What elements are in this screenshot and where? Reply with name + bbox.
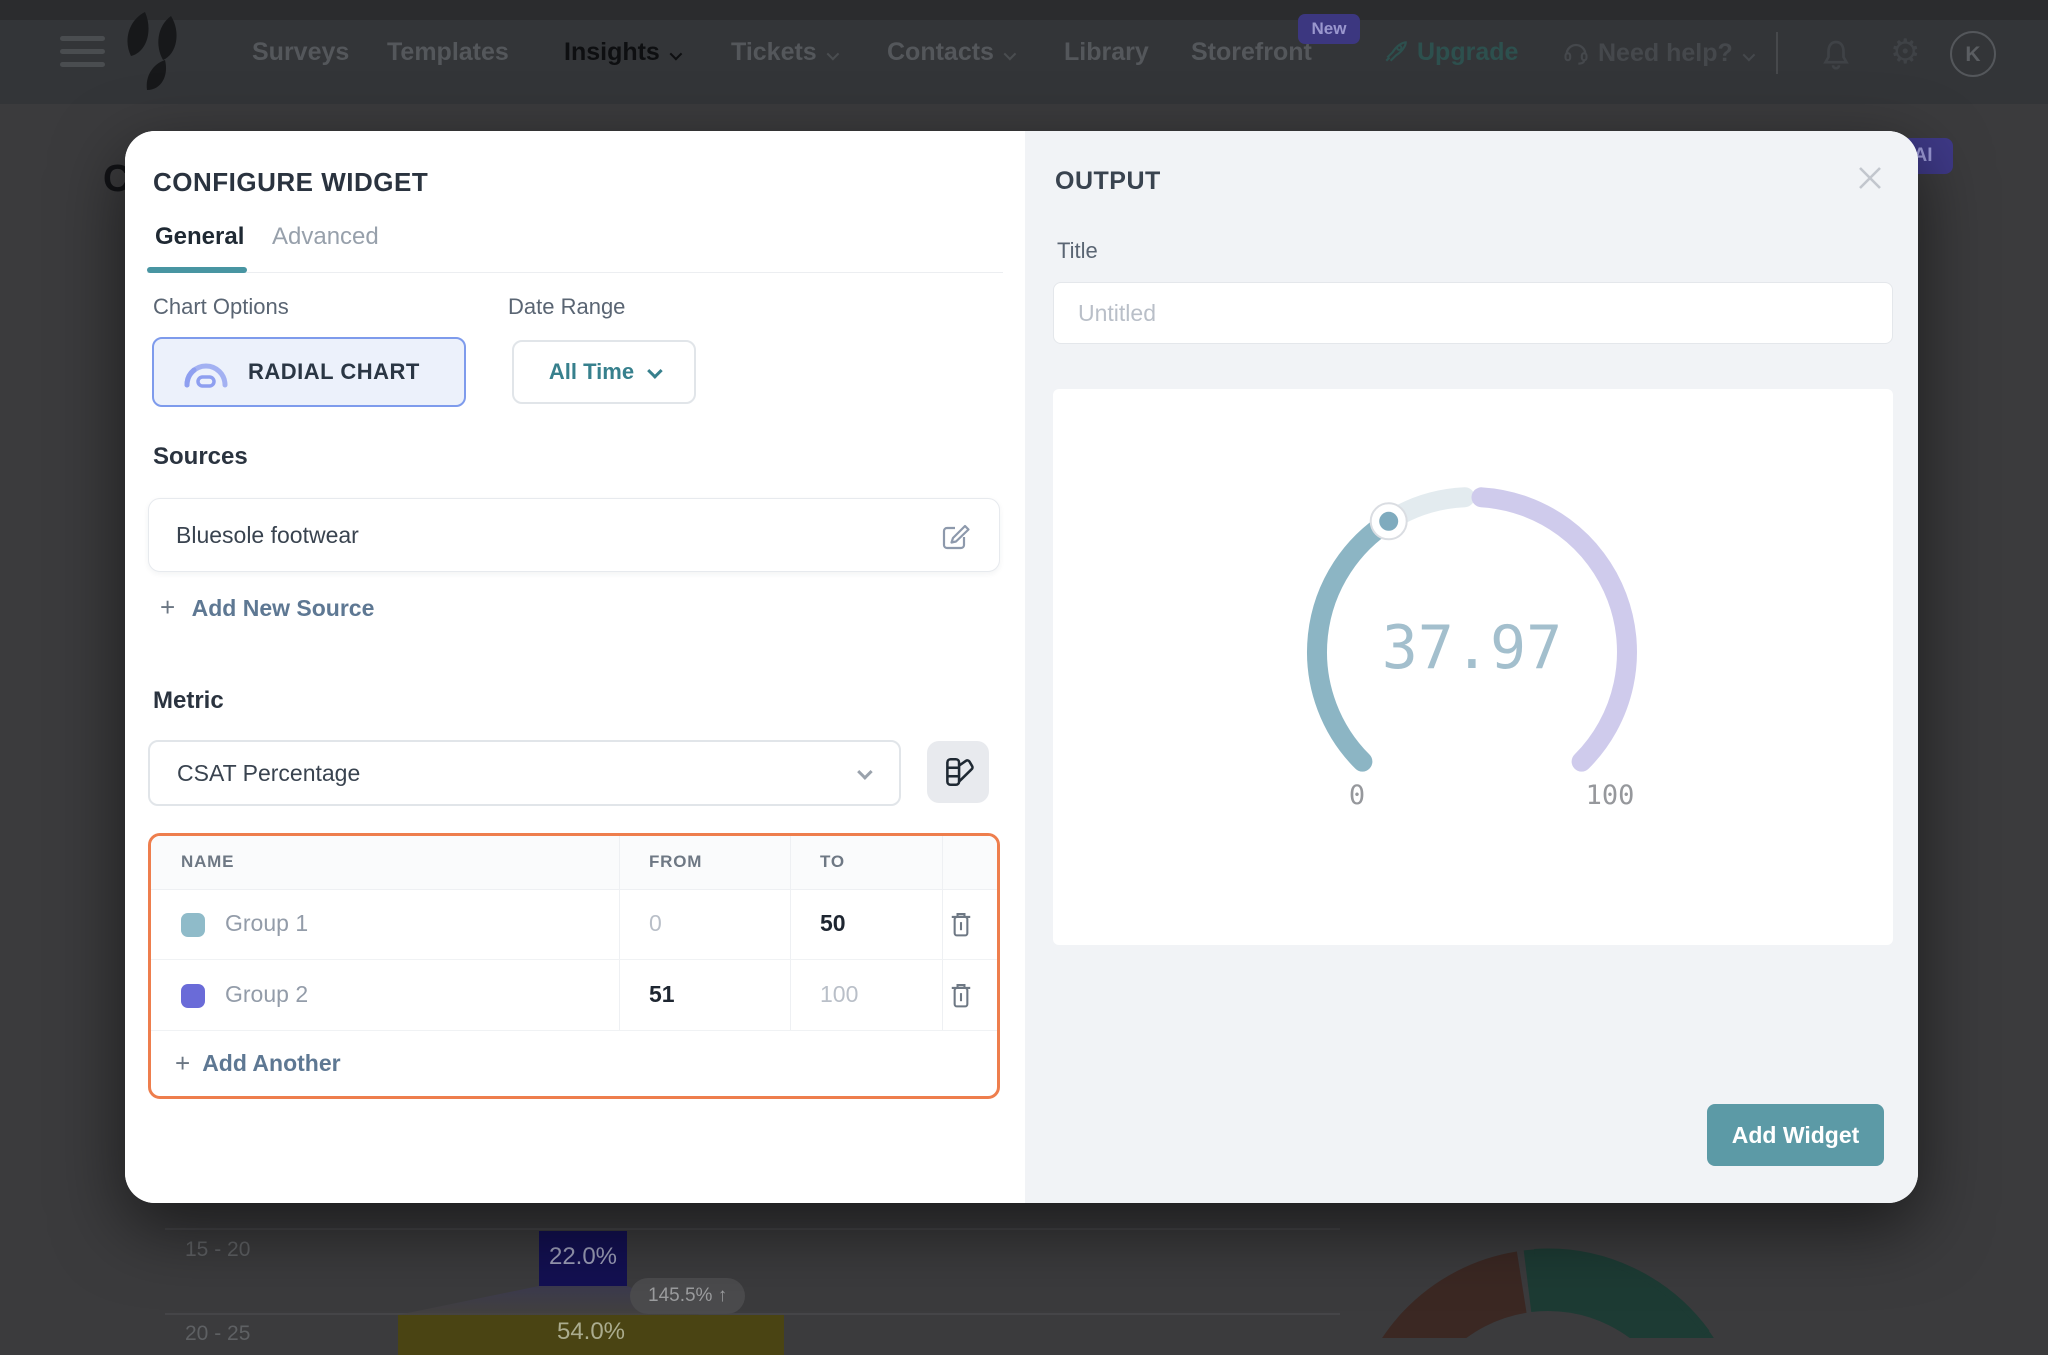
output-panel: OUTPUT Title [1025, 131, 1918, 1203]
column-divider [942, 836, 943, 1031]
top-navbar [0, 20, 2048, 104]
funnel-bar-value: 54.0% [398, 1315, 784, 1355]
plus-icon: + [175, 1048, 191, 1078]
source-card[interactable]: Bluesole footwear [148, 498, 1000, 572]
title-field-label: Title [1057, 238, 1098, 263]
table-row: Group 2 51 100 [151, 961, 997, 1031]
column-header-to: TO [820, 852, 845, 871]
add-new-source-label: Add New Source [191, 595, 375, 621]
column-header-name: NAME [181, 852, 235, 871]
chart-gridline [165, 1313, 1340, 1315]
window-top-strip [0, 0, 2048, 20]
table-row: Group 1 0 50 [151, 890, 997, 960]
nav-divider [1776, 32, 1778, 74]
delta-badge: 145.5% ↑ [630, 1278, 746, 1314]
radial-chart-type-button[interactable]: RADIAL CHART [152, 337, 466, 407]
modal-title: CONFIGURE WIDGET [153, 167, 429, 197]
headset-icon [1564, 43, 1588, 65]
gauge-max-label: 100 [1586, 780, 1635, 811]
hamburger-menu-icon[interactable] [60, 36, 105, 70]
nav-item-storefront[interactable]: Storefront [1191, 38, 1312, 66]
need-help-menu[interactable]: Need help? [1562, 38, 1756, 68]
date-range-value: All Time [548, 359, 635, 384]
metric-value: CSAT Percentage [177, 759, 361, 786]
gauge-value: 37.97 [1382, 613, 1563, 683]
edit-pencil-icon[interactable] [939, 520, 971, 552]
close-icon[interactable] [1853, 161, 1887, 195]
radial-gauge-chart: 37.97 0 100 [1307, 487, 1637, 811]
column-header-from: FROM [649, 852, 703, 871]
groups-range-table: NAME FROM TO Group 1 0 50 [148, 833, 1000, 1099]
radial-chart-icon [184, 363, 228, 388]
date-range-select[interactable]: All Time [512, 340, 696, 404]
funnel-row-label: 20 - 25 [185, 1322, 251, 1345]
add-another-label: Add Another [202, 1050, 341, 1076]
settings-gear-icon[interactable]: ⚙ [1890, 33, 1921, 71]
nav-item-contacts[interactable]: Contacts [887, 38, 1017, 67]
source-name: Bluesole footwear [176, 521, 359, 548]
upgrade-button[interactable]: Upgrade [1383, 38, 1518, 67]
to-value-input[interactable]: 50 [820, 910, 846, 936]
app-logo [127, 12, 177, 90]
tab-divider [147, 272, 1003, 273]
plus-icon: + [160, 592, 176, 622]
add-new-source-button[interactable]: + Add New Source [160, 592, 374, 623]
table-header-row: NAME FROM TO [151, 836, 997, 890]
column-divider [619, 836, 620, 1031]
donut-chart-fragment [1382, 1248, 1714, 1338]
group-name[interactable]: Group 1 [225, 910, 309, 936]
funnel-bar-value: 22.0% [539, 1231, 627, 1286]
chart-gridline [165, 1228, 1340, 1230]
chart-options-label: Chart Options [153, 294, 289, 319]
rocket-icon [1385, 41, 1407, 62]
group-color-swatch[interactable] [181, 913, 205, 937]
active-tab-underline [147, 267, 247, 273]
sources-heading: Sources [153, 443, 248, 470]
chevron-down-icon [857, 763, 873, 780]
nav-item-tickets[interactable]: Tickets [731, 38, 839, 67]
metric-heading: Metric [153, 687, 224, 714]
avatar[interactable]: K [1950, 31, 1996, 77]
notifications-bell-icon[interactable] [1818, 36, 1854, 72]
metric-select[interactable]: CSAT Percentage [148, 740, 901, 806]
nav-item-library[interactable]: Library [1064, 38, 1149, 66]
to-value-input[interactable]: 100 [820, 981, 859, 1007]
configure-widget-modal: CONFIGURE WIDGET General Advanced Chart … [125, 131, 1918, 1203]
chevron-down-icon [647, 362, 663, 379]
gauge-preview-card: 37.97 0 100 [1053, 389, 1893, 945]
from-value-input[interactable]: 0 [649, 910, 662, 936]
add-widget-button[interactable]: Add Widget [1707, 1104, 1884, 1166]
date-range-label: Date Range [508, 294, 626, 319]
group-color-swatch[interactable] [181, 984, 205, 1008]
output-panel-title: OUTPUT [1055, 167, 1161, 195]
swatch-palette-icon [946, 757, 974, 787]
delete-row-trash-icon[interactable] [947, 910, 975, 940]
gauge-min-label: 0 [1349, 780, 1365, 811]
group-name[interactable]: Group 2 [225, 981, 309, 1007]
nav-item-surveys[interactable]: Surveys [252, 38, 350, 66]
new-badge: New [1298, 14, 1360, 44]
configure-panel: CONFIGURE WIDGET General Advanced Chart … [125, 131, 1025, 1203]
gauge-value-marker [1369, 502, 1408, 541]
chart-type-label: RADIAL CHART [248, 359, 420, 384]
add-another-button[interactable]: + Add Another [151, 1031, 997, 1096]
nav-item-insights[interactable]: Insights [564, 38, 683, 67]
color-palette-button[interactable] [927, 741, 989, 803]
widget-title-input[interactable] [1053, 282, 1893, 344]
nav-item-templates[interactable]: Templates [387, 38, 509, 66]
tab-advanced[interactable]: Advanced [272, 223, 379, 250]
funnel-row-label: 15 - 20 [185, 1238, 251, 1261]
from-value-input[interactable]: 51 [649, 981, 675, 1007]
column-divider [790, 836, 791, 1031]
tab-general[interactable]: General [155, 223, 245, 250]
delete-row-trash-icon[interactable] [947, 981, 975, 1011]
